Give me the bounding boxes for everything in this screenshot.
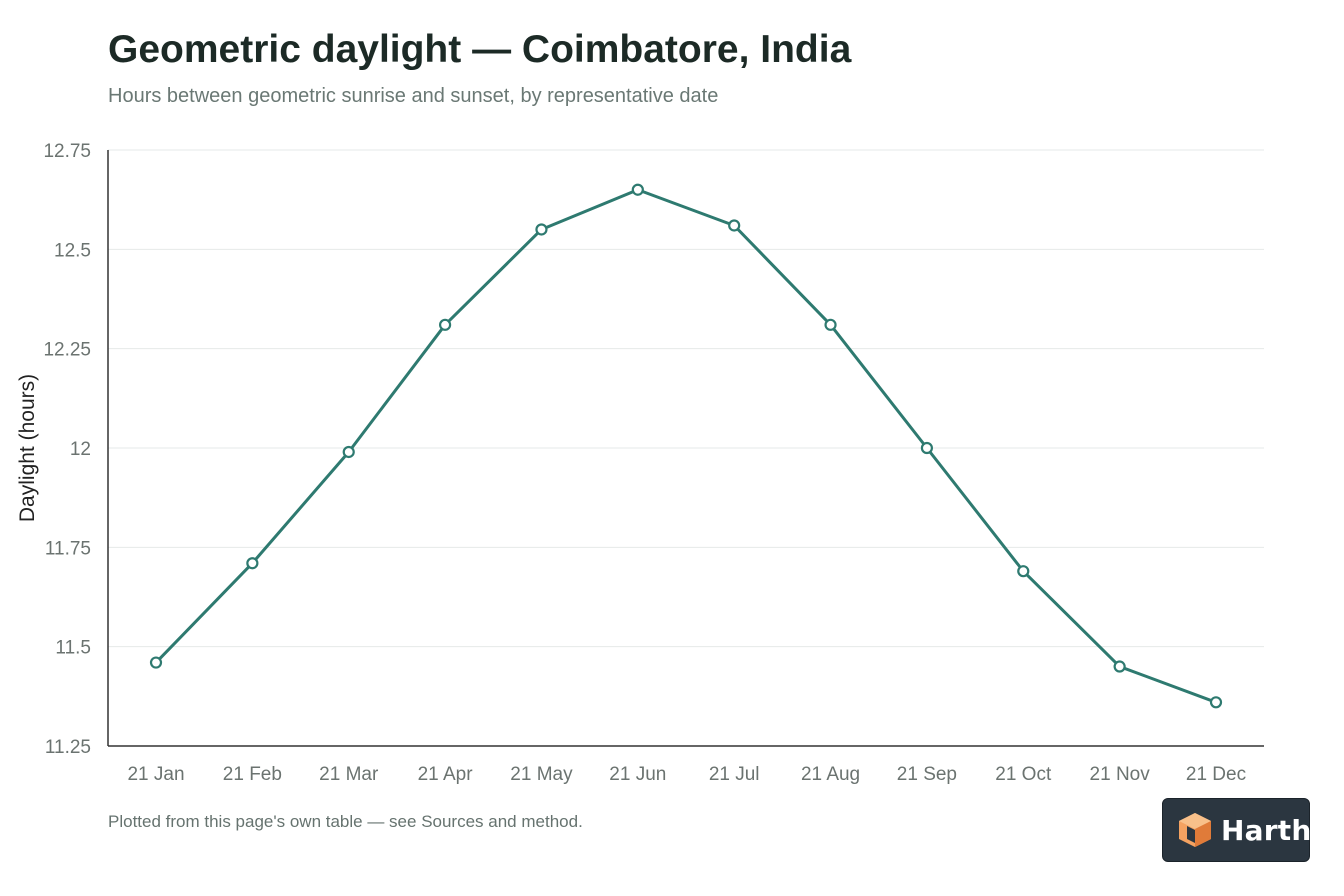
y-tick-label: 11.75 <box>45 538 91 559</box>
data-point <box>1113 660 1126 673</box>
x-tick-label: 21 Sep <box>897 764 957 785</box>
x-tick-label: 21 Aug <box>801 764 860 785</box>
y-tick-label: 12.25 <box>43 340 91 361</box>
y-tick-label: 11.5 <box>55 638 91 659</box>
x-tick-label: 21 Oct <box>995 764 1052 785</box>
x-tick-label: 21 Jun <box>609 764 666 785</box>
series-line <box>154 188 1218 704</box>
data-point <box>438 318 452 331</box>
daylight-line-chart: 11.25 11.5 11.75 12 12.25 12.5 12.75 21 Jan 21 F… <box>16 141 1264 785</box>
data-point <box>728 219 741 232</box>
x-tick-label: 21 Jan <box>127 764 184 785</box>
x-tick-label: 21 Nov <box>1090 764 1151 785</box>
data-point <box>1209 696 1223 709</box>
data-point <box>149 656 163 669</box>
y-tick-label: 11.25 <box>45 737 91 758</box>
logo-text: Harth <box>1221 813 1312 847</box>
y-tick-label: 12.75 <box>43 141 91 162</box>
x-tick-label: 21 May <box>510 764 573 785</box>
data-point <box>1017 565 1030 578</box>
chart-title: Geometric daylight — Coimbatore, India <box>108 28 852 71</box>
x-tick-label: 21 Apr <box>418 764 474 785</box>
y-axis-label: Daylight (hours) <box>16 374 39 522</box>
x-tick-label: 21 Feb <box>223 764 282 785</box>
x-tick-label: 21 Mar <box>319 764 379 785</box>
chart-subtitle: Hours between geometric sunrise and suns… <box>108 85 719 107</box>
data-point <box>631 183 644 196</box>
y-tick-label: 12.5 <box>54 240 91 261</box>
data-point <box>824 318 837 331</box>
footnote: Plotted from this page's own table — see… <box>108 812 583 831</box>
x-tick-label: 21 Dec <box>1186 764 1246 785</box>
data-point <box>920 441 934 455</box>
harth-logo: Harth <box>1162 798 1312 862</box>
x-tick-label: 21 Jul <box>709 764 760 785</box>
data-point <box>535 223 548 236</box>
data-point <box>342 445 355 459</box>
cube-logo-icon <box>1179 813 1211 847</box>
y-tick-label: 12 <box>70 439 91 460</box>
data-point <box>246 557 259 570</box>
